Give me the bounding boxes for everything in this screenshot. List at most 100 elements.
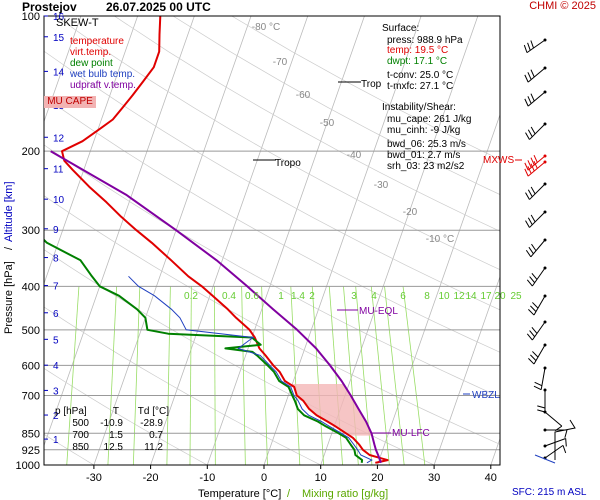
altitude-tick-label: 3: [53, 386, 59, 397]
table-header: p [hPa] T Td [°C]: [55, 406, 169, 417]
wind-barb: [544, 411, 563, 427]
instability-bwd06: bwd_06: 25.3 m/s: [387, 139, 466, 150]
wind-barb: [527, 155, 546, 171]
mixing-ratio-label: 12: [453, 291, 465, 302]
altitude-tick-label: 6: [53, 309, 59, 320]
isotherm-line: [93, 16, 252, 465]
wind-barb-flag: [530, 40, 535, 49]
mixing-ratio-line: [66, 286, 80, 465]
wind-barb-flag: [530, 157, 535, 166]
pressure-tick-label: 400: [22, 281, 40, 293]
mu-eql-label: MU-EQL: [359, 306, 398, 317]
surface-press: press: 988.9 hPa: [387, 35, 463, 46]
mixing-ratio-label: 0.4: [222, 291, 236, 302]
temperature-tick-label: 0: [261, 472, 267, 484]
mixing-ratio-label: 1: [278, 291, 284, 302]
surface-tmxfc: t-mxfc: 27.1 °C: [387, 81, 454, 92]
wind-barb: [527, 91, 546, 107]
wind-barb-flag: [530, 354, 537, 361]
legend-dew-point: dew point: [70, 58, 113, 69]
temperature-tick-label: -20: [143, 472, 159, 484]
wind-barb-flag: [529, 276, 536, 284]
mixing-ratio-label: 6: [400, 291, 406, 302]
mixing-ratio-line: [214, 286, 216, 465]
mixing-ratio-label: 10: [438, 291, 450, 302]
temperature-tick-label: 30: [428, 472, 440, 484]
wind-barb-flag: [524, 162, 529, 171]
series-wet-bulb: [128, 275, 373, 464]
wind-barb-dot: [543, 366, 547, 370]
altitude-tick-label: 8: [53, 254, 59, 265]
legend-wet-bulb: wet bulb temp.: [70, 69, 136, 80]
wind-barb-flag: [530, 305, 537, 312]
tropo-label: Tropo: [275, 158, 301, 169]
legend-title: SKEW-T: [56, 17, 99, 29]
pressure-tick-label: 1000: [16, 460, 40, 472]
mixing-ratio-label: 0.6: [245, 291, 259, 302]
isotherm-label: -20: [403, 207, 418, 218]
altitude-tick-label: 14: [53, 67, 65, 78]
wind-barb-flag: [526, 333, 533, 341]
y-axis-separator: /: [3, 246, 15, 250]
wind-barb-flag: [530, 214, 536, 223]
dry-adiabat: [44, 96, 500, 353]
mixing-ratio-line: [261, 286, 268, 465]
isotherm-label: -80 °C: [252, 22, 280, 33]
pressure-tick-label: 200: [22, 146, 40, 158]
mixing-ratio-label: 2: [309, 291, 315, 302]
dry-adiabat: [44, 144, 500, 398]
legend-temperature: temperature: [70, 36, 124, 47]
surface-dwpt: dwpt: 17.1 °C: [387, 56, 448, 67]
x-axis-label: Temperature [°C]: [198, 488, 281, 500]
dry-adiabat: [55, 16, 500, 271]
isotherm-label: -40: [347, 150, 362, 161]
wind-barb-flag: [530, 126, 536, 135]
isotherm-line: [44, 16, 139, 285]
wind-barb-flag: [529, 330, 536, 338]
temperature-tick-label: 10: [315, 472, 327, 484]
temperature-tick-label: 40: [485, 472, 497, 484]
wind-barb-flag: [565, 438, 567, 447]
mixing-ratio-line: [311, 286, 324, 465]
wind-barb-flag: [564, 429, 568, 438]
instability-bwd01: bwd_01: 2.7 m/s: [387, 150, 461, 161]
wind-barb-dot: [543, 343, 547, 347]
altitude-tick-label: 9: [53, 225, 59, 236]
wind-barb-dot: [543, 66, 547, 70]
wind-barb-dot: [543, 320, 547, 324]
isotherm-label: -10 °C: [426, 234, 454, 245]
wind-barb: [529, 123, 546, 140]
altitude-tick-label: 15: [53, 33, 65, 44]
wind-barb-flag: [537, 405, 546, 409]
wind-barb-flag: [527, 129, 533, 137]
y-axis-label: Pressure [hPa]: [3, 261, 15, 334]
wind-barb-flag: [528, 357, 535, 365]
mixing-ratio-label: 20: [494, 291, 506, 302]
mixing-ratio-label: 14: [465, 291, 477, 302]
mixing-ratio-line: [290, 286, 301, 465]
wind-barb-flag: [525, 132, 530, 140]
wind-barb-flag: [530, 186, 536, 195]
wind-barb-flag: [525, 220, 530, 228]
series-parcel: [50, 150, 382, 464]
wind-barb-flag: [525, 192, 530, 200]
wind-barb-dot: [543, 122, 547, 126]
isotherm-line: [377, 113, 500, 465]
wind-barb-dot: [543, 38, 547, 42]
wind-barb-dot: [543, 210, 547, 214]
table-row: 500 -10.9 -28.9: [72, 418, 163, 429]
pressure-tick-label: 700: [22, 390, 40, 402]
wind-barb-flag: [524, 168, 529, 177]
isotherm-label: -50: [320, 118, 335, 129]
mixing-ratio-line: [166, 286, 171, 465]
mixing-ratio-line: [189, 286, 192, 465]
wind-barb-dot: [543, 90, 547, 94]
wind-barb-flag: [531, 326, 538, 334]
mixing-ratio-line: [384, 286, 405, 465]
mixing-ratio-line: [328, 286, 343, 465]
wind-barb-flag: [532, 351, 539, 358]
altitude-tick-label: 10: [53, 195, 65, 206]
table-row: 700 1.5 0.7: [72, 430, 163, 441]
instability-mucape: mu_cape: 261 J/kg: [387, 114, 472, 125]
wind-barb: [544, 444, 564, 459]
